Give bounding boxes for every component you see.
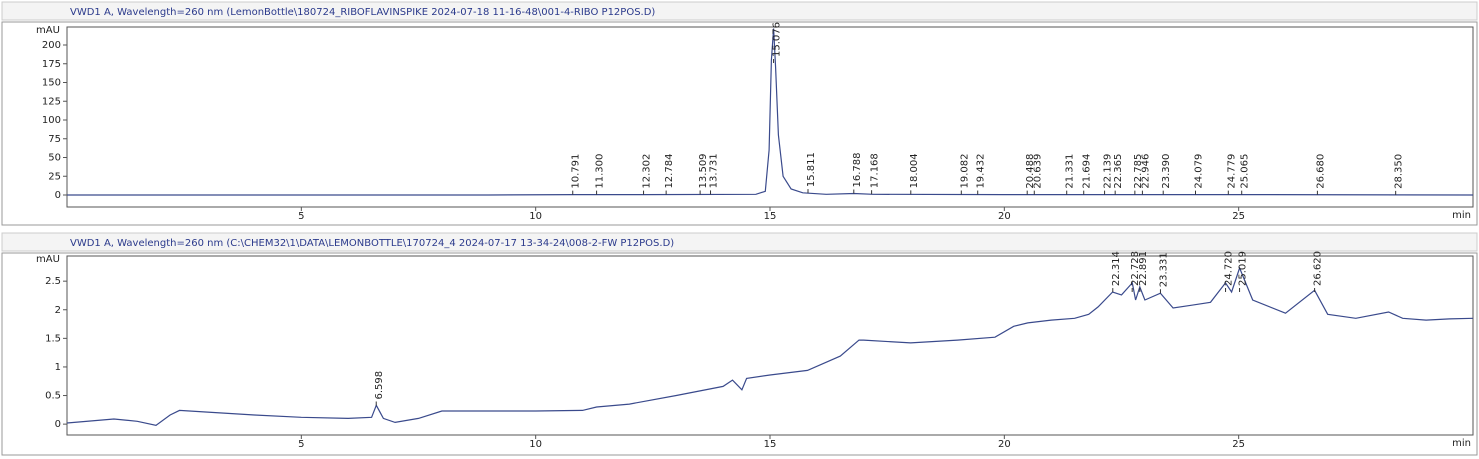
- y-tick-label: 25: [48, 171, 61, 182]
- peak-label: 12.302: [642, 154, 653, 189]
- panel-frame: [1, 21, 1478, 226]
- peak-label: 19.432: [976, 154, 987, 189]
- peak-label: 6.598: [374, 371, 385, 400]
- peak-label: 22.314: [1111, 251, 1122, 286]
- y-tick-label: 1.5: [45, 333, 61, 344]
- peak-label: 19.082: [959, 154, 970, 189]
- trace: [67, 28, 1474, 196]
- y-tick-label: 125: [42, 96, 61, 107]
- y-tick-label: 1: [55, 362, 61, 373]
- header-bar: [1, 1, 1478, 21]
- peak-label: 17.168: [870, 153, 881, 188]
- peak-label: 23.331: [1158, 252, 1169, 287]
- x-tick-label: 5: [298, 211, 304, 222]
- panel-frame: [1, 252, 1478, 456]
- peak-label: 24.079: [1194, 154, 1205, 189]
- x-axis-unit: min: [1452, 210, 1471, 221]
- header-bar: [1, 232, 1478, 252]
- y-tick-label: 175: [42, 59, 61, 70]
- peak-label: 23.390: [1161, 154, 1172, 189]
- peak-label: 12.784: [664, 154, 675, 189]
- y-tick-label: 75: [48, 134, 61, 145]
- y-tick-label: 200: [42, 40, 61, 51]
- y-tick-label: 0: [55, 190, 61, 201]
- peak-label: 16.788: [852, 153, 863, 188]
- peak-label: 22.728: [1130, 251, 1141, 286]
- y-axis-unit: mAU: [36, 25, 60, 36]
- x-tick-label: 20: [998, 211, 1011, 222]
- panel-title: VWD1 A, Wavelength=260 nm (LemonBottle\1…: [70, 7, 655, 18]
- x-axis-unit: min: [1452, 438, 1471, 449]
- trace: [66, 266, 1474, 426]
- peak-label: 11.300: [595, 154, 606, 189]
- y-tick-label: 2: [55, 305, 61, 316]
- peak-label: 22.139: [1103, 154, 1114, 189]
- peak-label: 21.331: [1065, 154, 1076, 189]
- peak-label: 13.731: [709, 153, 720, 188]
- x-tick-label: 20: [998, 439, 1011, 450]
- x-tick-label: 15: [764, 439, 777, 450]
- peak-label: 24.720: [1224, 251, 1235, 286]
- x-tick-label: 5: [298, 439, 304, 450]
- peak-label: 22.785: [1133, 154, 1144, 189]
- peak-label: 24.779: [1226, 154, 1237, 189]
- y-tick-label: 50: [48, 153, 61, 164]
- x-tick-label: 15: [764, 211, 777, 222]
- peak-label: 26.620: [1313, 251, 1324, 286]
- peak-label: 28.350: [1394, 154, 1405, 189]
- peak-label: 25.019: [1238, 251, 1249, 286]
- peak-label: 10.791: [571, 154, 582, 189]
- panel-title: VWD1 A, Wavelength=260 nm (C:\CHEM32\1\D…: [70, 238, 674, 249]
- x-tick-label: 25: [1232, 439, 1245, 450]
- y-tick-label: 0: [55, 419, 61, 430]
- peak-label: 21.694: [1082, 154, 1093, 189]
- peak-label: 22.946: [1140, 154, 1151, 189]
- y-tick-label: 0.5: [45, 391, 61, 402]
- y-tick-label: 2.5: [45, 276, 61, 287]
- peak-label: 22.365: [1113, 154, 1124, 189]
- y-axis-unit: mAU: [36, 254, 60, 265]
- x-tick-label: 10: [529, 439, 542, 450]
- x-tick-label: 10: [529, 211, 542, 222]
- peak-label: 15.811: [806, 152, 817, 187]
- y-tick-label: 100: [42, 115, 61, 126]
- peak-label: 25.065: [1240, 154, 1251, 189]
- peak-label: 26.680: [1315, 154, 1326, 189]
- y-tick-label: 150: [42, 78, 61, 89]
- peak-label: 20.488: [1025, 154, 1036, 189]
- peak-label: 18.004: [909, 153, 920, 188]
- peak-label: 13.509: [698, 153, 709, 188]
- peak-label: 15.076: [772, 22, 783, 57]
- x-tick-label: 25: [1232, 211, 1245, 222]
- peak-label: 22.891: [1138, 251, 1149, 286]
- peak-label: 20.639: [1032, 154, 1043, 189]
